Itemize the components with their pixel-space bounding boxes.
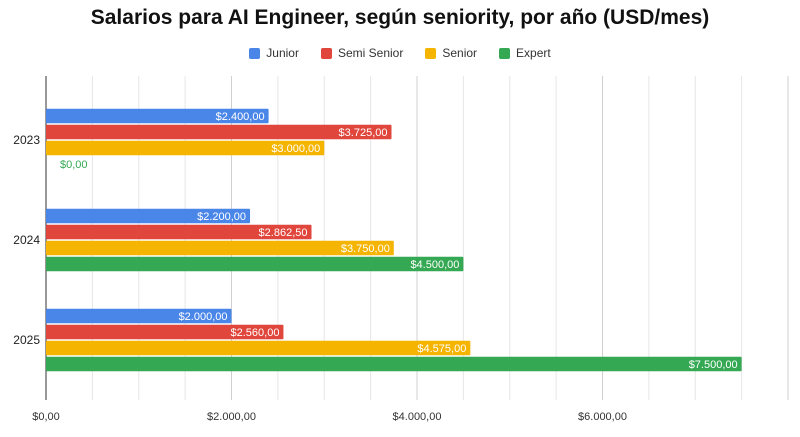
legend-item-semi-senior[interactable]: Semi Senior [320,46,404,60]
bar-expert-2024 [46,256,464,272]
category-label: 2025 [13,333,40,347]
data-label: $3.000,00 [271,143,320,155]
bar-expert-2025 [46,356,742,372]
category-label: 2023 [13,133,40,147]
x-tick-label: $4.000,00 [393,411,442,423]
data-label: $4.575,00 [417,343,466,355]
bar-junior-2023 [46,108,269,124]
category-label: 2024 [13,233,40,247]
bar-senior-2025 [46,340,471,356]
legend-item-expert[interactable]: Expert [499,46,551,60]
data-label: $2.000,00 [179,311,228,323]
data-label: $2.862,50 [259,227,308,239]
legend-swatch [249,47,261,59]
data-label: $3.725,00 [339,127,388,139]
legend-swatch [425,47,437,59]
legend-label: Junior [266,46,299,60]
data-label: $7.500,00 [689,359,738,371]
data-label: $2.560,00 [231,327,280,339]
legend-item-senior[interactable]: Senior [425,46,477,60]
data-label: $2.400,00 [216,111,265,123]
data-label: $2.200,00 [197,211,246,223]
data-label: $4.500,00 [410,259,459,271]
bar-junior-2024 [46,208,251,224]
data-label: $3.750,00 [341,243,390,255]
legend-label: Senior [442,46,478,60]
legend-label: Semi Senior [337,46,404,60]
data-label: $0,00 [60,159,88,171]
bar-semi-senior-2025 [46,324,284,340]
x-tick-label: $6.000,00 [578,411,627,423]
legend-swatch [499,47,511,59]
legend-swatch [320,47,332,59]
bar-senior-2024 [46,240,394,256]
chart-title: Salarios para AI Engineer, según seniori… [90,6,710,29]
bar-senior-2023 [46,140,325,156]
legend: Junior Semi Senior Senior Expert [0,46,800,60]
bar-semi-senior-2023 [46,124,392,140]
bar-junior-2025 [46,308,232,324]
x-tick-label: $0,00 [32,411,60,423]
legend-item-junior[interactable]: Junior [249,46,299,60]
x-tick-label: $2.000,00 [207,411,256,423]
legend-label: Expert [516,46,551,60]
bar-semi-senior-2024 [46,224,312,240]
